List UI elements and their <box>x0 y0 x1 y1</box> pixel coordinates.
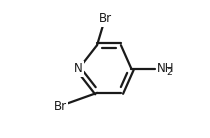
Text: N: N <box>74 63 83 75</box>
Text: Br: Br <box>98 12 112 25</box>
Text: NH: NH <box>157 63 174 75</box>
Text: Br: Br <box>53 100 67 113</box>
Text: 2: 2 <box>167 68 172 77</box>
